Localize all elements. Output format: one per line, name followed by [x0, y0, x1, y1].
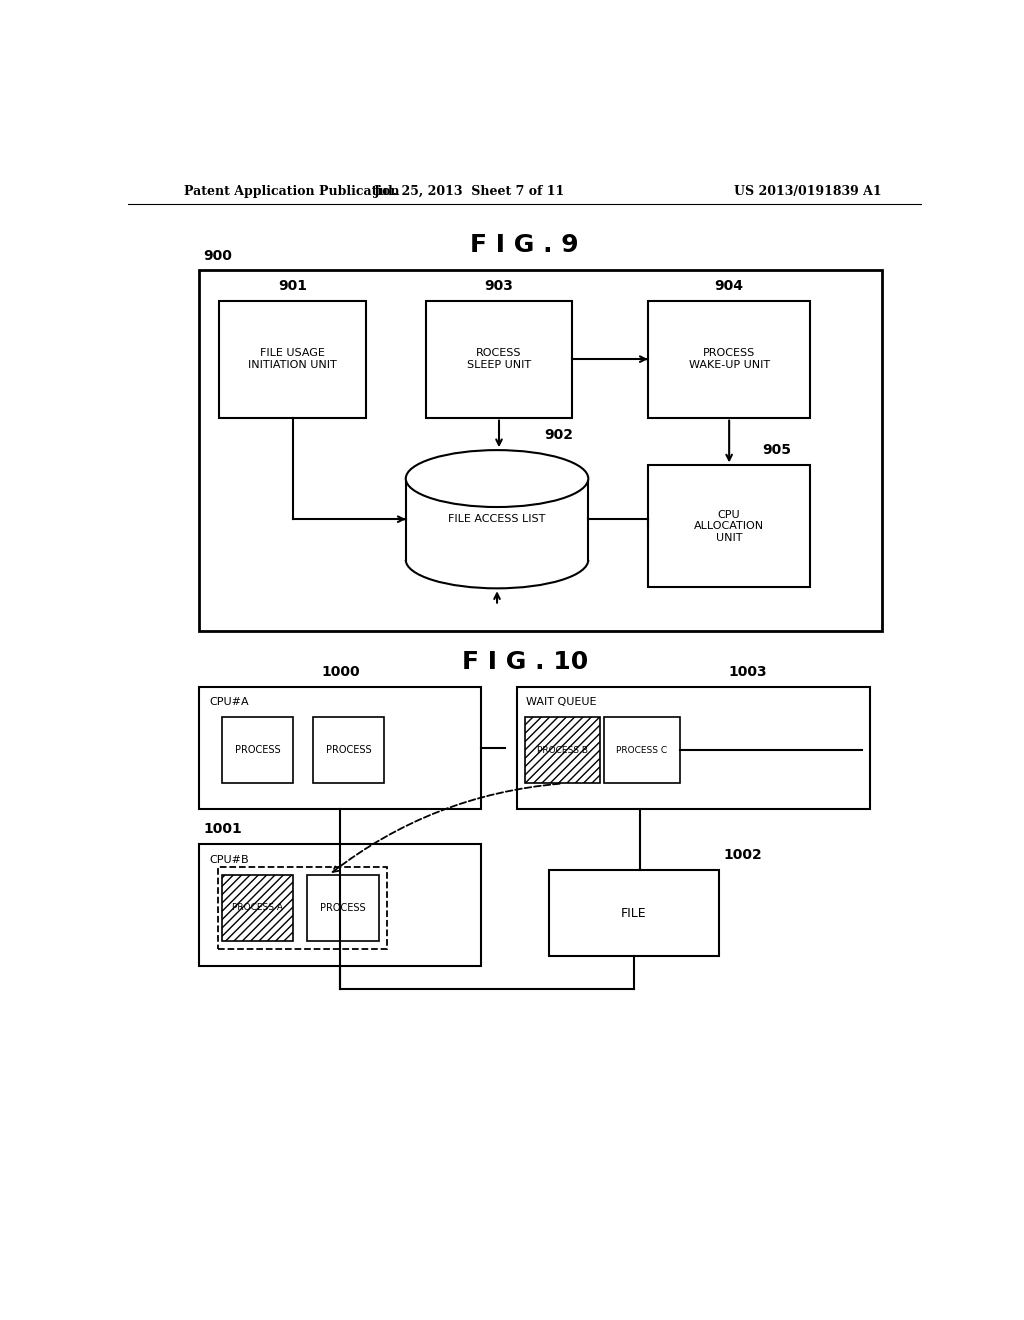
Text: PROCESS: PROCESS — [321, 903, 366, 913]
Text: 1001: 1001 — [204, 822, 242, 837]
Text: WAIT QUEUE: WAIT QUEUE — [526, 697, 597, 708]
Bar — [313, 718, 384, 784]
Text: CPU#A: CPU#A — [209, 697, 249, 708]
Text: FILE: FILE — [622, 907, 647, 920]
Text: F I G . 9: F I G . 9 — [470, 232, 580, 257]
Bar — [406, 479, 589, 560]
Text: 902: 902 — [545, 428, 573, 442]
Bar — [219, 301, 367, 417]
Text: Jul. 25, 2013  Sheet 7 of 11: Jul. 25, 2013 Sheet 7 of 11 — [374, 185, 565, 198]
Text: F I G . 10: F I G . 10 — [462, 649, 588, 673]
Bar — [221, 875, 293, 941]
Bar — [426, 301, 572, 417]
Text: 1002: 1002 — [723, 847, 762, 862]
Bar — [517, 686, 870, 809]
Text: FILE ACCESS LIST: FILE ACCESS LIST — [449, 515, 546, 524]
Text: 900: 900 — [204, 249, 232, 263]
Text: FILE USAGE
INITIATION UNIT: FILE USAGE INITIATION UNIT — [248, 348, 337, 370]
Text: PROCESS A: PROCESS A — [231, 903, 283, 912]
Bar — [218, 867, 387, 949]
Text: PROCESS: PROCESS — [234, 746, 281, 755]
Text: PROCESS B: PROCESS B — [537, 746, 588, 755]
Bar — [200, 845, 481, 966]
Text: PROCESS C: PROCESS C — [616, 746, 668, 755]
Text: PROCESS: PROCESS — [326, 746, 372, 755]
Text: 904: 904 — [715, 279, 743, 293]
Bar — [221, 875, 293, 941]
Text: 905: 905 — [762, 444, 792, 457]
Text: CPU
ALLOCATION
UNIT: CPU ALLOCATION UNIT — [694, 510, 764, 543]
Text: 903: 903 — [484, 279, 513, 293]
Text: PROCESS
WAKE-UP UNIT: PROCESS WAKE-UP UNIT — [688, 348, 770, 370]
Ellipse shape — [406, 450, 588, 507]
Bar — [604, 718, 680, 784]
Bar — [221, 718, 293, 784]
Bar — [549, 870, 719, 956]
Text: 1003: 1003 — [729, 665, 767, 678]
Text: ROCESS
SLEEP UNIT: ROCESS SLEEP UNIT — [467, 348, 531, 370]
Text: CPU#B: CPU#B — [209, 854, 249, 865]
Bar — [200, 686, 481, 809]
Bar — [307, 875, 379, 941]
Text: 901: 901 — [279, 279, 307, 293]
Text: Patent Application Publication: Patent Application Publication — [183, 185, 399, 198]
Bar — [200, 271, 882, 631]
Text: US 2013/0191839 A1: US 2013/0191839 A1 — [734, 185, 882, 198]
Text: 1000: 1000 — [321, 665, 359, 678]
Bar — [648, 301, 811, 417]
Bar — [524, 718, 600, 784]
Bar — [524, 718, 600, 784]
Bar — [648, 466, 811, 587]
